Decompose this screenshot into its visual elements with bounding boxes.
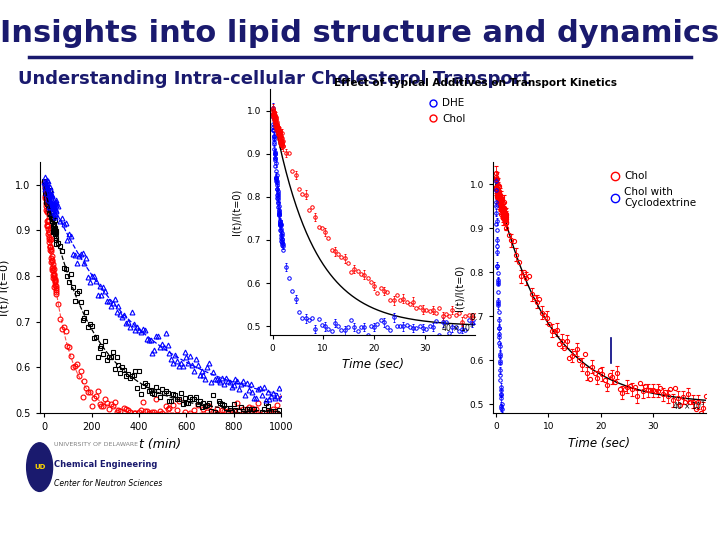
- Legend: Chol, Chol with
Cyclodextrine: Chol, Chol with Cyclodextrine: [606, 167, 701, 212]
- Y-axis label: I(t)/I(t=0): I(t)/I(t=0): [231, 189, 241, 235]
- X-axis label: t (min): t (min): [139, 438, 181, 451]
- Text: UD: UD: [34, 464, 45, 470]
- Text: Center for Neutron Sciences: Center for Neutron Sciences: [54, 479, 162, 488]
- Text: Effect of Typical Additives on Transport Kinetics: Effect of Typical Additives on Transport…: [333, 78, 617, 89]
- Text: $40\times10^3$: $40\times10^3$: [672, 400, 706, 412]
- Legend: 50nm, 100nm, 200nm, Fit: 50nm, 100nm, 200nm, Fit: [343, 218, 408, 282]
- Y-axis label: I(t)/I(t=0): I(t)/I(t=0): [454, 265, 464, 310]
- Legend: DHE, Chol: DHE, Chol: [423, 94, 470, 128]
- Text: Insights into lipid structure and dynamics: Insights into lipid structure and dynami…: [1, 19, 719, 48]
- X-axis label: Time (sec): Time (sec): [568, 437, 631, 450]
- X-axis label: Time (sec): Time (sec): [341, 359, 404, 372]
- Y-axis label: I(t)/ I(t=0): I(t)/ I(t=0): [0, 259, 9, 316]
- Text: Understanding Intra-cellular Cholesterol Transport: Understanding Intra-cellular Cholesterol…: [17, 70, 530, 88]
- Text: Chemical Engineering: Chemical Engineering: [54, 460, 158, 469]
- Text: UNIVERSITY OF DELAWARE: UNIVERSITY OF DELAWARE: [54, 442, 138, 447]
- Text: $40\times10^3$: $40\times10^3$: [441, 321, 475, 334]
- Circle shape: [27, 443, 53, 491]
